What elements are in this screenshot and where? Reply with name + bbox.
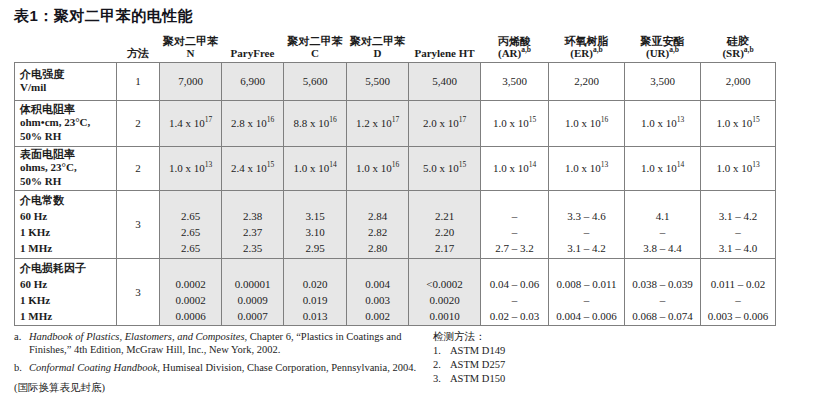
value-cell: 1.0 x 1014 [481,146,549,190]
column-header: 环氧树脂(ER)a,b [549,26,625,62]
test-method-item: 1.ASTM D149 [433,344,505,358]
value-cell: 1.0 x 1013 [160,146,222,190]
value-cell: 1.0 x 1013 [549,146,625,190]
value-cell: 0.0040.0030.002 [347,258,409,325]
value-cell: 0.00020.00020.0006 [160,258,222,325]
method-cell: 2 [117,100,160,146]
table-row: 表面电阻率ohms, 23°C,50% RH21.0 x 10132.4 x 1… [15,146,776,190]
value-cell: 2.842.822.80 [347,190,409,258]
value-cell: 1.4 x 1017 [160,100,222,146]
value-cell: 3.153.102.95 [284,190,347,258]
value-cell: 2,000 [701,62,776,100]
value-cell: 0.008 – 0.011–0.004 – 0.006 [549,258,625,325]
test-method-item: 2.ASTM D257 [433,358,505,372]
value-cell: 1.0 x 1016 [549,100,625,146]
column-header: Parylene HT [409,26,481,62]
footnote: a.Handbook of Plastics, Elastomers, and … [14,330,444,356]
table-header: 方法聚对二甲苯 NParyFree聚对二甲苯 C聚对二甲苯 DParylene … [15,26,776,62]
value-cell: 2.4 x 1015 [222,146,284,190]
value-cell: 0.0200.0190.013 [284,258,347,325]
header-row: 方法聚对二甲苯 NParyFree聚对二甲苯 C聚对二甲苯 DParylene … [15,26,776,62]
method-cell: 1 [117,62,160,100]
method-cell: 3 [117,190,160,258]
footnotes: a.Handbook of Plastics, Elastomers, and … [14,330,444,379]
value-cell: 1.0 x 1013 [701,146,776,190]
test-methods-list: 1.ASTM D1492.ASTM D2573.ASTM D150 [433,344,505,386]
footnote-text: Handbook of Plastics, Elastomers, and Co… [29,330,444,356]
value-cell: 2.8 x 1016 [222,100,284,146]
test-method-label: ASTM D150 [450,372,505,386]
property-cell: 介电常数60 Hz1 KHz1 MHz [15,190,117,258]
value-cell: 1.0 x 1016 [347,146,409,190]
table-row: 体积电阻率ohm•cm, 23°C,50% RH21.4 x 10172.8 x… [15,100,776,146]
test-method-label: ASTM D149 [450,344,505,358]
test-method-number: 1. [433,344,450,358]
value-cell: 2.0 x 1017 [409,100,481,146]
value-cell: ––2.7 – 3.2 [481,190,549,258]
column-header: 方法 [117,26,160,62]
value-cell: 2.212.202.17 [409,190,481,258]
test-method-item: 3.ASTM D150 [433,372,505,386]
value-cell: 5,500 [347,62,409,100]
value-cell: 5,400 [409,62,481,100]
value-cell: 1.0 x 1015 [481,100,549,146]
value-cell: 0.038 – 0.039–0.068 – 0.074 [625,258,701,325]
footnote-text: Conformal Coating Handbook, Humiseal Div… [29,361,416,374]
column-header: 聚对二甲苯 N [160,26,222,62]
column-header: 聚对二甲苯 D [347,26,409,62]
value-cell: 1.2 x 1017 [347,100,409,146]
value-cell: 4.1–3.8 – 4.4 [625,190,701,258]
property-cell: 介电损耗因子60 Hz1 KHz1 MHz [15,258,117,325]
footnote-marker: a. [14,330,29,356]
value-cell: 6,900 [222,62,284,100]
column-header: 聚亚安酯(UR)a,b [625,26,701,62]
test-methods-heading: 检测方法： [433,330,505,344]
test-method-number: 3. [433,372,450,386]
table-row: 介电常数60 Hz1 KHz1 MHz32.652.652.652.382.37… [15,190,776,258]
property-cell: 体积电阻率ohm•cm, 23°C,50% RH [15,100,117,146]
bottom-note: (国际换算表见封底) [14,381,105,395]
table-title: 表1：聚对二甲苯的电性能 [14,7,193,26]
table-row: 介电损耗因子60 Hz1 KHz1 MHz30.00020.00020.0006… [15,258,776,325]
value-cell: 3.3 – 4.6–3.1 – 4.2 [549,190,625,258]
column-header: 硅胶(SR)a,b [701,26,776,62]
column-header: 聚对二甲苯 C [284,26,347,62]
test-method-label: ASTM D257 [450,358,505,372]
value-cell: 7,000 [160,62,222,100]
method-cell: 3 [117,258,160,325]
table-row: 介电强度V/mil17,0006,9005,6005,5005,4003,500… [15,62,776,100]
value-cell: 1.0 x 1013 [625,100,701,146]
page: 表1：聚对二甲苯的电性能 方法聚对二甲苯 NParyFree聚对二甲苯 C聚对二… [0,0,817,412]
value-cell: 3,500 [625,62,701,100]
column-header: 丙烯酸(AR)a,b [481,26,549,62]
method-cell: 2 [117,146,160,190]
value-cell: 8.8 x 1016 [284,100,347,146]
footnote: b.Conformal Coating Handbook, Humiseal D… [14,361,444,374]
value-cell: <0.00020.00200.0010 [409,258,481,325]
footnote-marker: b. [14,361,29,374]
value-cell: 0.000010.00090.0007 [222,258,284,325]
property-cell: 介电强度V/mil [15,62,117,100]
value-cell: 1.0 x 1014 [625,146,701,190]
properties-table: 方法聚对二甲苯 NParyFree聚对二甲苯 C聚对二甲苯 DParylene … [14,26,776,326]
property-cell: 表面电阻率ohms, 23°C,50% RH [15,146,117,190]
value-cell: 0.04 – 0.06–0.02 – 0.03 [481,258,549,325]
value-cell: 3.1 – 4.2–3.1 – 4.0 [701,190,776,258]
test-methods: 检测方法： 1.ASTM D1492.ASTM D2573.ASTM D150 [433,330,505,386]
column-header [15,26,117,62]
value-cell: 5,600 [284,62,347,100]
column-header: ParyFree [222,26,284,62]
value-cell: 5.0 x 1015 [409,146,481,190]
value-cell: 2,200 [549,62,625,100]
value-cell: 1.0 x 1015 [701,100,776,146]
value-cell: 2.382.372.35 [222,190,284,258]
test-method-number: 2. [433,358,450,372]
value-cell: 2.652.652.65 [160,190,222,258]
value-cell: 0.011 – 0.02–0.003 – 0.006 [701,258,776,325]
table-body: 介电强度V/mil17,0006,9005,6005,5005,4003,500… [15,62,776,325]
value-cell: 3,500 [481,62,549,100]
value-cell: 1.0 x 1014 [284,146,347,190]
